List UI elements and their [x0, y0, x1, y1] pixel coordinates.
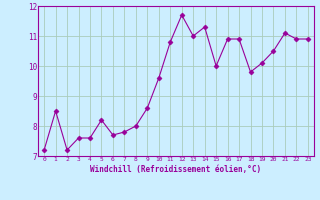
X-axis label: Windchill (Refroidissement éolien,°C): Windchill (Refroidissement éolien,°C)	[91, 165, 261, 174]
